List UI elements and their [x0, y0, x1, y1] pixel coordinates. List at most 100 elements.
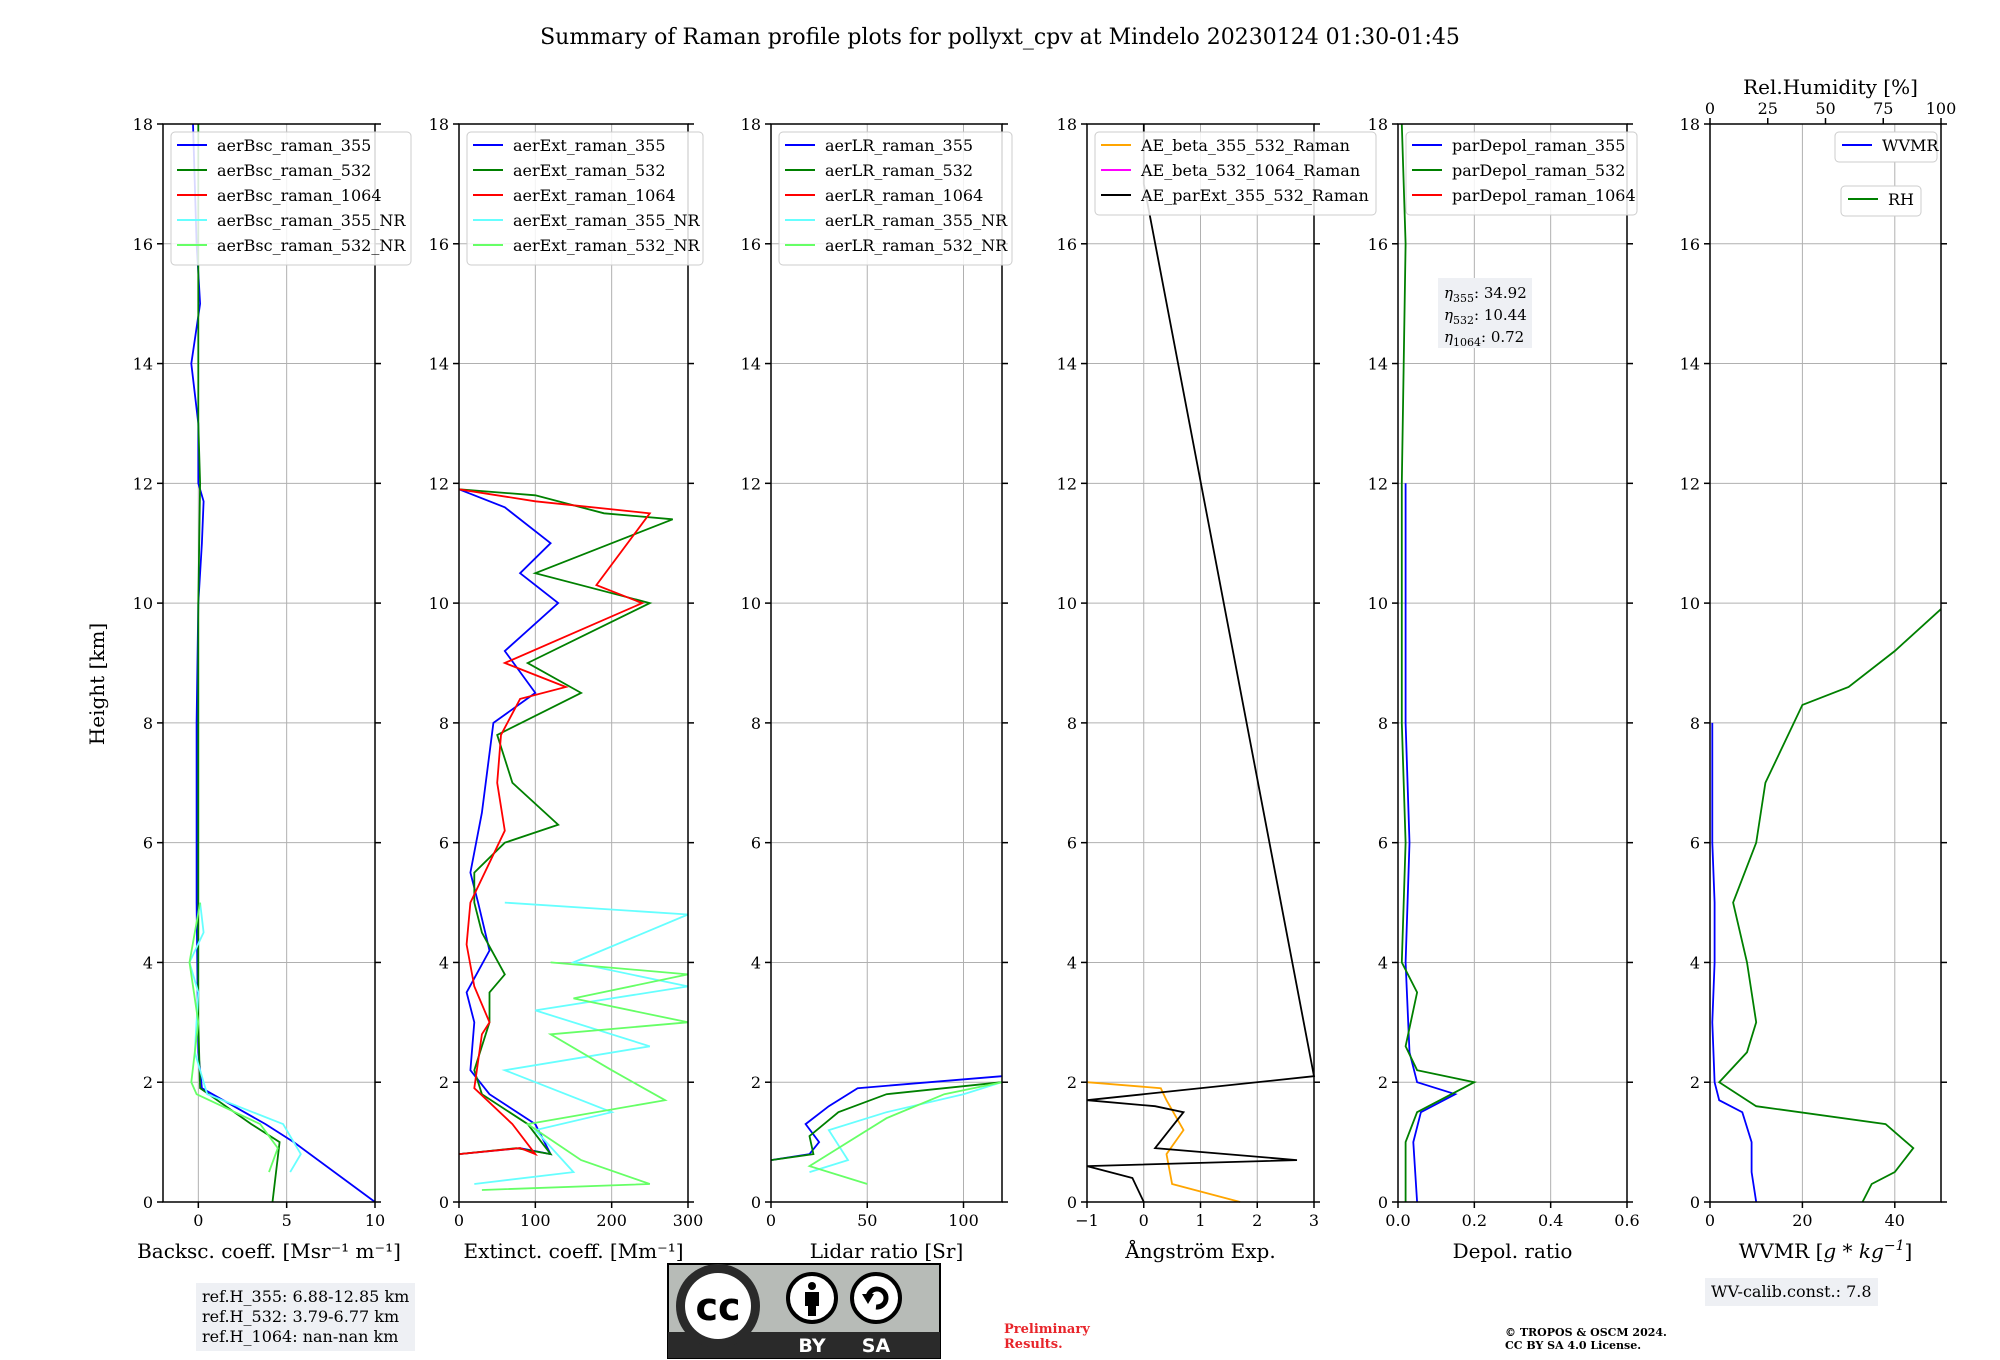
x-tick-label: 0 — [1139, 1211, 1149, 1230]
series-line-aerExt_raman_532 — [458, 488, 674, 1156]
eta-532: η532: 10.44 — [1444, 306, 1527, 327]
preliminary-notice: Preliminary Results. — [1004, 1322, 1090, 1352]
x-axis-label: Depol. ratio — [1453, 1239, 1573, 1263]
y-tick-label: 14 — [1057, 355, 1077, 374]
y-tick-label: 10 — [1057, 594, 1077, 613]
y-tick-label: 12 — [429, 474, 449, 493]
series-line-aerLR_raman_532 — [770, 1081, 1003, 1161]
series-line-aerExt_raman_532_NR — [481, 961, 689, 1191]
license-by: BY — [798, 1335, 825, 1357]
y-tick-label: 16 — [1680, 235, 1700, 254]
y-tick-label: 6 — [439, 834, 449, 853]
x-tick-label: 0.6 — [1614, 1211, 1639, 1230]
series-line-aerLR_raman_532_NR — [807, 1081, 1003, 1185]
y-tick-label: 4 — [751, 953, 761, 972]
y-tick-label: 10 — [133, 594, 153, 613]
y-tick-label: 4 — [1067, 953, 1077, 972]
y-tick-label: 8 — [1690, 714, 1700, 733]
x-tick-label: 1 — [1195, 1211, 1205, 1230]
y-tick-label: 18 — [1057, 115, 1077, 134]
top-x-tick-label: 0 — [1705, 99, 1715, 118]
legend-entry: aerExt_raman_355 — [513, 136, 666, 155]
y-tick-label: 12 — [741, 474, 761, 493]
legend: AE_beta_355_532_Raman AE_beta_532_1064_Ra… — [1094, 131, 1377, 216]
legend: parDepol_raman_355 parDepol_raman_532 parD… — [1405, 131, 1638, 216]
legend-entry: aerLR_raman_355 — [825, 136, 973, 155]
y-tick-label: 6 — [1378, 834, 1388, 853]
x-tick-label: 10 — [365, 1211, 385, 1230]
y-tick-label: 18 — [1368, 115, 1388, 134]
x-tick-label: 0 — [766, 1211, 776, 1230]
y-tick-label: 2 — [751, 1073, 761, 1092]
chart-panel-6: 0 2 4 6 8 10 12 14 16 18 0 20 40 WVMR [g * kg−1] WVMR R… — [1680, 75, 1957, 1263]
series-line-aerExt_raman_355 — [458, 488, 560, 1156]
svg-text:cc: cc — [695, 1285, 740, 1329]
x-tick-label: 100 — [520, 1211, 551, 1230]
legend-entry: parDepol_raman_532 — [1452, 161, 1625, 180]
y-tick-label: 6 — [1690, 834, 1700, 853]
x-tick-label: 100 — [948, 1211, 979, 1230]
legend-frame — [466, 131, 704, 266]
x-tick-label: 0 — [193, 1211, 203, 1230]
y-tick-label: 14 — [429, 355, 449, 374]
legend-entry: aerLR_raman_355_NR — [825, 211, 1008, 230]
y-tick-label: 0 — [1690, 1193, 1700, 1212]
x-axis-label: WVMR [g * kg−1] — [1739, 1238, 1913, 1263]
legend-frame — [1840, 185, 1922, 217]
legend: aerLR_raman_355 aerLR_raman_532 aerLR_rama… — [778, 131, 1013, 266]
series-line-WVMR — [1711, 722, 1758, 1203]
y-tick-label: 10 — [1680, 594, 1700, 613]
y-tick-label: 16 — [429, 235, 449, 254]
y-tick-label: 16 — [133, 235, 153, 254]
x-axis-label: Backsc. coeff. [Msr⁻¹ m⁻¹] — [137, 1239, 401, 1263]
y-tick-label: 18 — [741, 115, 761, 134]
x-tick-label: 200 — [596, 1211, 627, 1230]
eta-1064: η1064: 0.72 — [1444, 328, 1524, 349]
top-x-tick-label: 25 — [1758, 99, 1778, 118]
axes-frame — [1397, 123, 1628, 1203]
legend-entry: aerExt_raman_532_NR — [513, 236, 701, 255]
y-tick-label: 2 — [1067, 1073, 1077, 1092]
y-tick-label: 14 — [1680, 355, 1700, 374]
y-tick-label: 8 — [439, 714, 449, 733]
x-tick-label: 20 — [1792, 1211, 1812, 1230]
legend-rh: RH — [1840, 185, 1922, 217]
legend-entry: aerExt_raman_532 — [513, 161, 666, 180]
series-line-aerBsc_raman_532_NR — [188, 902, 279, 1173]
y-tick-label: 10 — [429, 594, 449, 613]
top-axis-label: Rel.Humidity [%] — [1743, 75, 1918, 99]
y-tick-label: 4 — [439, 953, 449, 972]
x-tick-label: −1 — [1075, 1211, 1099, 1230]
y-tick-label: 10 — [1368, 594, 1388, 613]
legend: aerBsc_raman_355 aerBsc_raman_532 aerBsc_r… — [170, 131, 412, 266]
chart-panel-3: 0 2 4 6 8 10 12 14 16 18 0 50 100 Lidar ratio [Sr] aer… — [741, 115, 1013, 1263]
x-tick-label: 3 — [1309, 1211, 1319, 1230]
top-x-tick-label: 50 — [1815, 99, 1835, 118]
series-line-parDepol_raman_355 — [1404, 483, 1458, 1203]
legend-entry: aerBsc_raman_355_NR — [217, 211, 406, 230]
top-x-tick-label: 75 — [1873, 99, 1893, 118]
reference-height-box: ref.H_355: 6.88-12.85 km ref.H_532: 3.79… — [196, 1283, 416, 1351]
legend-entry: RH — [1888, 190, 1914, 209]
legend: aerExt_raman_355 aerExt_raman_532 aerExt_r… — [466, 131, 704, 266]
legend-entry: aerExt_raman_1064 — [513, 186, 676, 205]
person-icon — [786, 1272, 838, 1324]
eta-355: η355: 34.92 — [1444, 284, 1527, 305]
legend-entry: aerLR_raman_532_NR — [825, 236, 1008, 255]
y-tick-label: 8 — [751, 714, 761, 733]
x-tick-label: 2 — [1252, 1211, 1262, 1230]
legend-entry: aerBsc_raman_1064 — [217, 186, 382, 205]
y-tick-label: 0 — [751, 1193, 761, 1212]
x-tick-label: 0 — [454, 1211, 464, 1230]
y-tick-label: 12 — [133, 474, 153, 493]
x-tick-label: 0 — [1705, 1211, 1715, 1230]
license-badge[interactable]: cc BY SA — [667, 1263, 941, 1359]
legend-entry: aerBsc_raman_532 — [217, 161, 371, 180]
y-tick-label: 2 — [1378, 1073, 1388, 1092]
y-tick-label: 6 — [143, 834, 153, 853]
x-axis-label: Ångström Exp. — [1124, 1238, 1275, 1263]
legend-entry: AE_parExt_355_532_Raman — [1140, 186, 1369, 205]
legend-entry: parDepol_raman_1064 — [1452, 186, 1636, 205]
